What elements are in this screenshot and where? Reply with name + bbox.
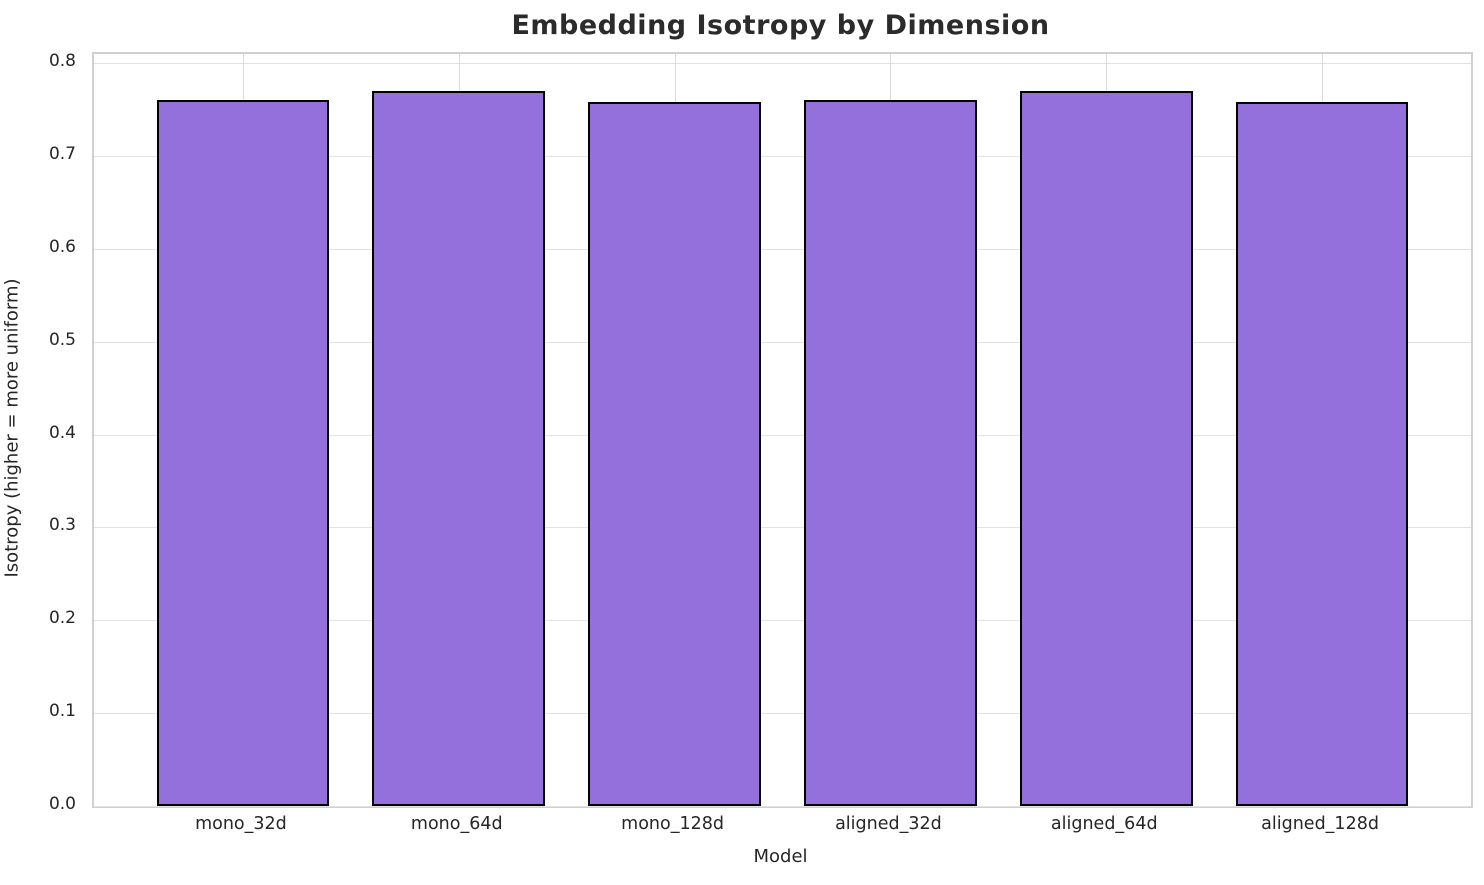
bar-aligned_128d bbox=[1235, 102, 1409, 806]
y-tick-label: 0.3 bbox=[48, 515, 76, 536]
y-tick-label: 0.6 bbox=[48, 236, 76, 257]
gridline-horizontal bbox=[94, 341, 1471, 343]
gridline-horizontal bbox=[94, 156, 1471, 158]
gridline-horizontal bbox=[94, 620, 1471, 622]
y-tick-label: 0.0 bbox=[48, 794, 76, 814]
bar-mono_64d bbox=[372, 91, 546, 806]
y-tick-label: 0.2 bbox=[48, 608, 76, 629]
x-tick-label: mono_128d bbox=[621, 814, 724, 834]
y-tick-label: 0.7 bbox=[48, 144, 76, 165]
gridline-horizontal bbox=[94, 63, 1471, 65]
bar-aligned_32d bbox=[804, 100, 977, 806]
x-tick-label: aligned_32d bbox=[835, 814, 942, 834]
gridline-horizontal bbox=[94, 434, 1471, 436]
bar-mono_128d bbox=[588, 102, 761, 806]
x-tick-label: aligned_128d bbox=[1261, 814, 1379, 834]
gridline-horizontal bbox=[94, 527, 1471, 529]
chart-title: Embedding Isotropy by Dimension bbox=[511, 10, 1050, 41]
x-tick-label: aligned_64d bbox=[1050, 814, 1158, 834]
plot-area bbox=[92, 52, 1473, 808]
gridline-horizontal bbox=[94, 806, 1471, 807]
y-tick-label: 0.8 bbox=[48, 51, 76, 72]
y-tick-label: 0.4 bbox=[48, 422, 76, 443]
y-tick-label: 0.1 bbox=[48, 701, 76, 722]
y-tick-label: 0.5 bbox=[48, 329, 76, 350]
bar-aligned_64d bbox=[1019, 91, 1193, 806]
x-tick-label: mono_64d bbox=[410, 814, 503, 834]
bar-mono_32d bbox=[156, 100, 330, 806]
x-tick-label: mono_32d bbox=[195, 814, 287, 834]
x-axis-label: Model bbox=[753, 846, 808, 867]
gridline-horizontal bbox=[94, 713, 1471, 715]
gridline-horizontal bbox=[94, 248, 1471, 250]
